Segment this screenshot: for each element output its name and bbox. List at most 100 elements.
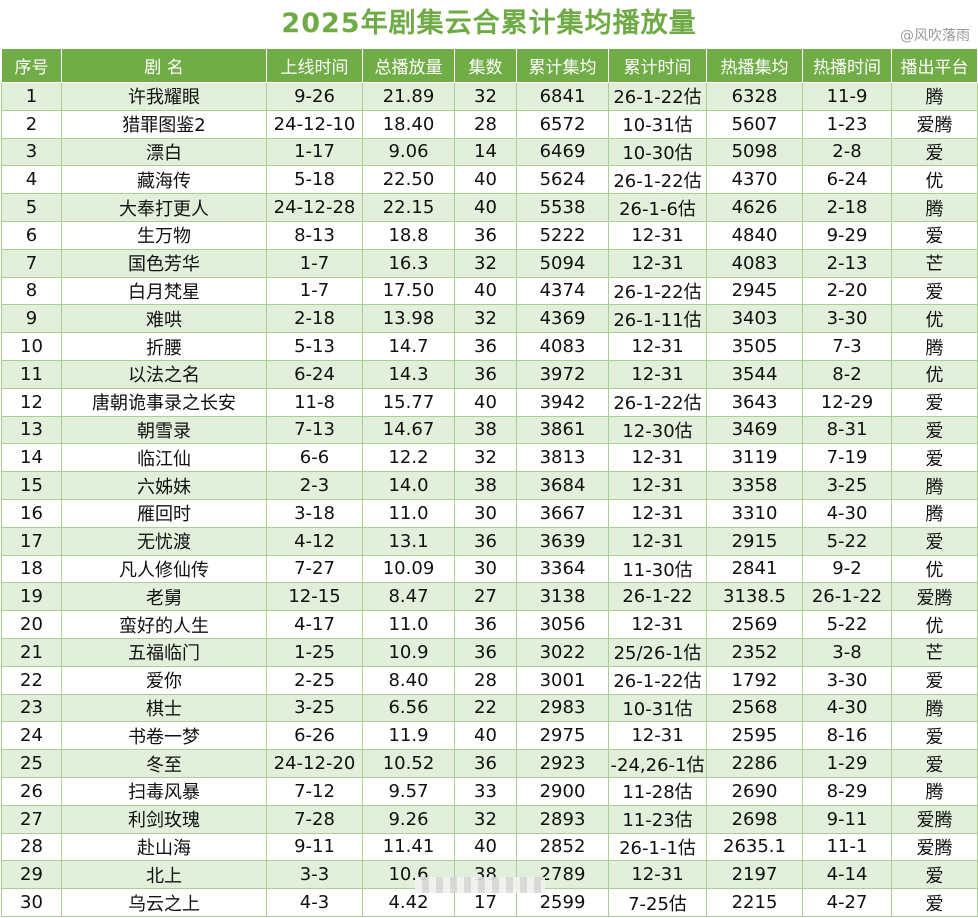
cell-episodes: 28	[454, 109, 517, 139]
cell-cumulative-avg: 3813	[516, 443, 609, 473]
cell-cumulative-date: 10-31估	[608, 693, 707, 723]
cell-platform: 爱	[891, 888, 978, 917]
cell-total-views: 14.3	[362, 359, 455, 389]
cell-rank: 21	[1, 637, 62, 667]
cell-peak-avg: 3469	[706, 415, 803, 445]
cell-drama-name: 大奉打更人	[61, 193, 267, 222]
cell-cumulative-date: 12-31	[608, 610, 707, 639]
cell-cumulative-date: 26-1-6估	[608, 193, 707, 222]
cell-platform: 爱	[891, 860, 978, 890]
cell-launch-date: 4-12	[266, 526, 363, 556]
cell-drama-name: 北上	[61, 860, 267, 890]
cell-platform: 优	[891, 165, 978, 195]
cell-total-views: 8.40	[362, 665, 455, 695]
table-row: 2 猎罪图鉴2 24-12-10 18.40 28 6572 10-31估 5607 1-23 爱…	[1, 109, 978, 139]
cell-drama-name: 藏海传	[61, 165, 267, 195]
cell-cumulative-date: 12-31	[608, 471, 707, 500]
cell-launch-date: 3-3	[266, 860, 363, 890]
cell-platform: 优	[891, 359, 978, 389]
cell-rank: 11	[1, 359, 62, 389]
cell-episodes: 33	[454, 776, 517, 806]
table-row: 20 蛮好的人生 4-17 11.0 36 3056 12-31 2569 5-22 优	[1, 610, 978, 639]
cell-cumulative-date: 12-31	[608, 248, 707, 278]
cell-peak-avg: 2569	[706, 610, 803, 639]
cell-launch-date: 2-3	[266, 471, 363, 500]
cell-episodes: 32	[454, 443, 517, 473]
cell-cumulative-avg: 3022	[516, 637, 609, 667]
cell-peak-date: 4-27	[802, 888, 892, 917]
table-row: 1 许我耀眼 9-26 21.89 32 6841 26-1-22估 6328 11-9 腾	[1, 82, 978, 111]
cell-drama-name: 许我耀眼	[61, 82, 267, 111]
cell-peak-date: 3-25	[802, 471, 892, 500]
cell-drama-name: 生万物	[61, 220, 267, 250]
table-row: 11 以法之名 6-24 14.3 36 3972 12-31 3544 8-2 优	[1, 359, 978, 389]
cell-launch-date: 7-12	[266, 776, 363, 806]
cell-cumulative-avg: 3684	[516, 471, 609, 500]
cell-peak-avg: 2945	[706, 276, 803, 306]
cell-launch-date: 4-3	[266, 888, 363, 917]
cell-cumulative-date: 11-23估	[608, 804, 707, 834]
cell-cumulative-date: 12-31	[608, 220, 707, 250]
table-row: 9 难哄 2-18 13.98 32 4369 26-1-11估 3403 3-30 优	[1, 304, 978, 334]
cell-drama-name: 棋士	[61, 693, 267, 723]
cell-total-views: 14.67	[362, 415, 455, 445]
cell-episodes: 36	[454, 526, 517, 556]
cell-platform: 腾	[891, 471, 978, 500]
cell-peak-date: 4-30	[802, 498, 892, 528]
cell-drama-name: 老舅	[61, 582, 267, 612]
cell-peak-avg: 2698	[706, 804, 803, 834]
cell-platform: 腾	[891, 776, 978, 806]
cell-platform: 爱	[891, 665, 978, 695]
header-cumulative-avg: 累计集均	[516, 48, 609, 83]
cell-cumulative-date: -24,26-1估	[608, 749, 707, 778]
cell-cumulative-avg: 3972	[516, 359, 609, 389]
cell-peak-avg: 3119	[706, 443, 803, 473]
cell-launch-date: 9-26	[266, 82, 363, 111]
cell-platform: 爱腾	[891, 582, 978, 612]
table-row: 19 老舅 12-15 8.47 27 3138 26-1-22 3138.5 26-1-22 爱…	[1, 582, 978, 612]
cell-peak-avg: 4083	[706, 248, 803, 278]
cell-peak-avg: 5098	[706, 137, 803, 167]
cell-rank: 19	[1, 582, 62, 612]
cell-rank: 28	[1, 832, 62, 862]
cell-platform: 爱	[891, 387, 978, 417]
cell-peak-date: 4-30	[802, 693, 892, 723]
cell-cumulative-avg: 2900	[516, 776, 609, 806]
cell-platform: 腾	[891, 693, 978, 723]
cell-cumulative-date: 11-28估	[608, 776, 707, 806]
cell-rank: 8	[1, 276, 62, 306]
cell-peak-avg: 2690	[706, 776, 803, 806]
cell-total-views: 9.57	[362, 776, 455, 806]
table-body: 1 许我耀眼 9-26 21.89 32 6841 26-1-22估 6328 11-9 腾 2 猎罪…	[1, 82, 978, 917]
cell-drama-name: 猎罪图鉴2	[61, 109, 267, 139]
header-drama-name: 剧 名	[61, 48, 267, 83]
cell-peak-avg: 2286	[706, 749, 803, 778]
cell-rank: 2	[1, 109, 62, 139]
table-row: 24 书卷一梦 6-26 11.9 40 2975 12-31 2595 8-16 爱	[1, 721, 978, 751]
cell-launch-date: 1-7	[266, 248, 363, 278]
cell-cumulative-avg: 2852	[516, 832, 609, 862]
cell-peak-avg: 2915	[706, 526, 803, 556]
cell-peak-avg: 4370	[706, 165, 803, 195]
table-row: 17 无忧渡 4-12 13.1 36 3639 12-31 2915 5-22 爱	[1, 526, 978, 556]
cell-cumulative-date: 26-1-22估	[608, 665, 707, 695]
cell-drama-name: 折腰	[61, 332, 267, 361]
header-platform: 播出平台	[891, 48, 978, 83]
cell-launch-date: 11-8	[266, 387, 363, 417]
cell-peak-date: 6-24	[802, 165, 892, 195]
cell-episodes: 40	[454, 165, 517, 195]
cell-total-views: 9.26	[362, 804, 455, 834]
cell-rank: 13	[1, 415, 62, 445]
cell-episodes: 36	[454, 332, 517, 361]
cell-launch-date: 24-12-10	[266, 109, 363, 139]
cell-episodes: 40	[454, 387, 517, 417]
cell-peak-avg: 4626	[706, 193, 803, 222]
table-row: 14 临江仙 6-6 12.2 32 3813 12-31 3119 7-19 爱	[1, 443, 978, 473]
cell-drama-name: 唐朝诡事录之长安	[61, 387, 267, 417]
cell-platform: 爱腾	[891, 109, 978, 139]
cell-peak-date: 12-29	[802, 387, 892, 417]
cell-peak-date: 4-14	[802, 860, 892, 890]
cell-total-views: 11.9	[362, 721, 455, 751]
cell-platform: 腾	[891, 82, 978, 111]
header-episodes: 集数	[454, 48, 517, 83]
